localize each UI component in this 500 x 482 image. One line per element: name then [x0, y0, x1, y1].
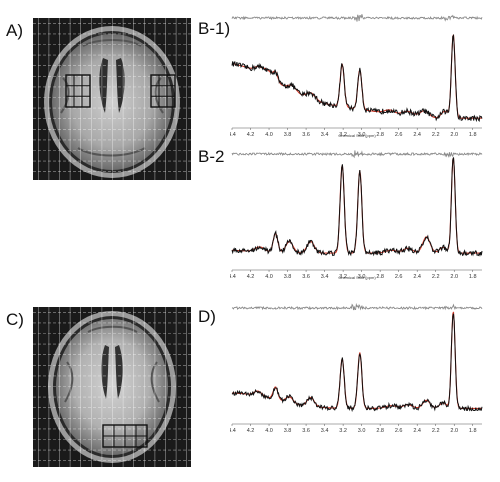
x-tick-label: 2.4 — [413, 274, 421, 280]
fit-curve — [231, 157, 482, 254]
measured-spectrum — [231, 313, 483, 413]
x-tick-label: 3.0 — [358, 428, 366, 434]
x-tick-label: 1.8 — [469, 428, 477, 434]
x-tick-label: 4.2 — [247, 132, 255, 138]
x-tick-label: 3.0 — [358, 132, 366, 138]
ventricle-left — [101, 345, 109, 399]
voxel-box-right — [150, 74, 176, 108]
x-tick-label: 3.2 — [339, 132, 347, 138]
measured-spectrum — [231, 157, 483, 257]
x-tick-label: 3.4 — [321, 132, 329, 138]
x-axis-ticks: 4.4 4.2 4.0 3.8 3.6 3.4 3.2 3.0 2.8 2.6 2.4 2.2 2.0 1… — [230, 270, 477, 280]
voxel-box-left — [65, 74, 91, 108]
x-tick-label: 4.4 — [230, 132, 236, 138]
x-tick-label: 2.8 — [376, 428, 384, 434]
x-tick-label: 2.0 — [450, 132, 458, 138]
fit-curve — [232, 311, 482, 409]
x-tick-label: 2.8 — [376, 274, 384, 280]
residual-trace — [231, 14, 483, 22]
x-axis-title: Chemical Shift (ppm) — [338, 275, 376, 280]
x-axis-title: Chemical Shift (ppm) — [338, 133, 376, 138]
measured-spectrum — [231, 33, 483, 123]
brain-tissue — [56, 319, 168, 455]
spectrum-b2: 4.4 4.2 4.0 3.8 3.6 3.4 3.2 3.0 2.8 2.6 2.4 2.2 2.0 1… — [230, 150, 483, 280]
x-tick-label: 2.6 — [395, 132, 403, 138]
csi-grid-c — [33, 307, 191, 467]
panel-label-b2: B-2 — [198, 147, 225, 166]
x-tick-label: 2.6 — [395, 428, 403, 434]
brain-tissue — [52, 34, 172, 170]
panel-label-a: A) — [6, 21, 23, 40]
x-tick-label: 2.6 — [395, 274, 403, 280]
voxel-box-occipital — [102, 424, 148, 448]
x-tick-label: 1.8 — [469, 274, 477, 280]
x-tick-label: 2.2 — [432, 132, 440, 138]
x-tick-label: 4.0 — [265, 274, 273, 280]
ventricle-left — [99, 58, 108, 113]
x-tick-label: 3.6 — [302, 274, 310, 280]
x-tick-label: 1.8 — [469, 132, 477, 138]
x-tick-label: 3.2 — [339, 274, 347, 280]
x-tick-label: 2.2 — [432, 274, 440, 280]
residual-trace — [231, 302, 483, 311]
x-tick-label: 3.8 — [284, 428, 292, 434]
x-tick-label: 3.8 — [284, 132, 292, 138]
mri-image-c — [33, 307, 191, 467]
x-tick-label: 4.2 — [247, 428, 255, 434]
csi-grid-a — [33, 18, 191, 180]
mri-image-a — [33, 18, 191, 180]
x-tick-label: 2.4 — [413, 132, 421, 138]
ventricle-right — [115, 345, 123, 399]
spectrum-b1: 4.4 4.2 4.0 3.8 3.6 3.4 3.2 3.0 2.8 2.6 2.4 2.2 2.0 1… — [230, 14, 483, 138]
residual-trace — [231, 150, 483, 159]
fit-curve — [231, 34, 482, 119]
spectrum-d: 4.4 4.2 4.0 3.8 3.6 3.4 3.2 3.0 2.8 2.6 2.4 2.2 2.0 1… — [230, 302, 483, 434]
sulci — [60, 39, 164, 157]
x-tick-label: 3.8 — [284, 274, 292, 280]
x-tick-label: 3.4 — [321, 274, 329, 280]
x-tick-label: 3.0 — [358, 274, 366, 280]
x-tick-label: 3.4 — [321, 428, 329, 434]
x-tick-label: 4.0 — [265, 132, 273, 138]
x-axis-ticks: 4.4 4.2 4.0 3.8 3.6 3.4 3.2 3.0 2.8 2.6 2.4 2.2 2.0 1… — [230, 128, 477, 138]
panel-label-d: D) — [198, 307, 216, 326]
x-tick-label: 4.0 — [265, 428, 273, 434]
x-tick-label: 3.2 — [339, 428, 347, 434]
x-tick-label: 4.4 — [230, 428, 236, 434]
ventricle-right — [116, 58, 125, 113]
panel-label-b1: B-1) — [198, 19, 231, 38]
x-axis-ticks: 4.4 4.2 4.0 3.8 3.6 3.4 3.2 3.0 2.8 2.6 2.4 2.2 2.0 1… — [230, 424, 477, 434]
x-tick-label: 3.6 — [302, 132, 310, 138]
x-tick-label: 2.2 — [432, 428, 440, 434]
x-tick-label: 4.4 — [230, 274, 236, 280]
x-tick-label: 3.6 — [302, 428, 310, 434]
x-tick-label: 4.2 — [247, 274, 255, 280]
x-tick-label: 2.8 — [376, 132, 384, 138]
panel-label-c: C) — [6, 310, 24, 329]
x-tick-label: 2.0 — [450, 274, 458, 280]
x-tick-label: 2.4 — [413, 428, 421, 434]
x-tick-label: 2.0 — [450, 428, 458, 434]
